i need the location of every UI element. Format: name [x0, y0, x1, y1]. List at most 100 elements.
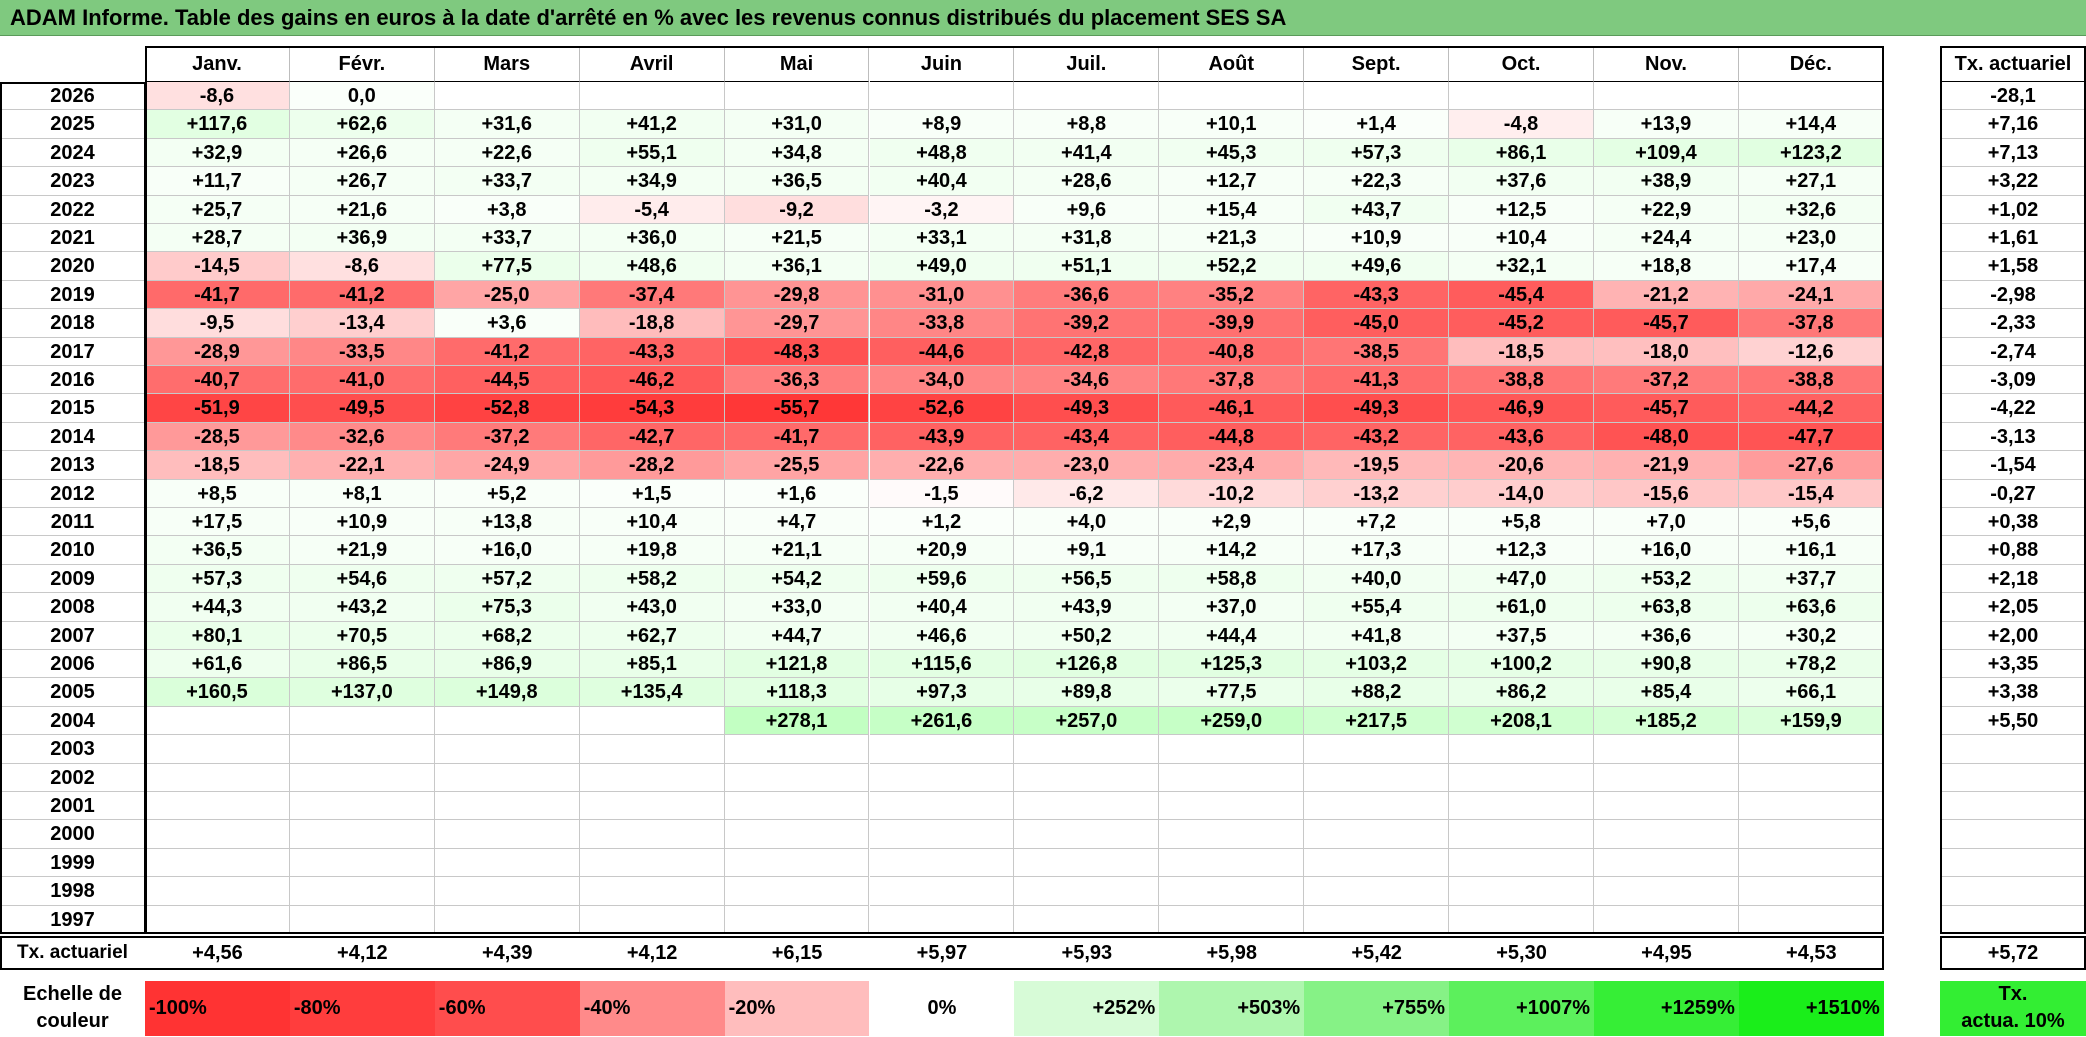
data-cell: -22,1 — [289, 451, 435, 480]
data-cell — [289, 905, 435, 934]
year-label: 2015 — [0, 394, 145, 423]
data-cell: +70,5 — [289, 621, 435, 650]
data-cell — [434, 905, 580, 934]
scale-tx-line2: actua. 10% — [1961, 1010, 2065, 1032]
data-cell: +85,1 — [579, 650, 725, 679]
data-cell: +8,9 — [869, 110, 1015, 139]
data-cell: +77,5 — [434, 252, 580, 281]
data-cell: +86,1 — [1449, 138, 1594, 168]
data-cell — [434, 82, 580, 111]
data-cell — [1304, 82, 1450, 111]
data-cell: +23,0 — [1738, 224, 1884, 253]
data-cell — [1014, 792, 1160, 821]
year-label: 2006 — [0, 650, 145, 679]
data-cell: +36,5 — [724, 167, 870, 196]
data-cell: -40,8 — [1159, 337, 1305, 366]
page-title: ADAM Informe. Table des gains en euros à… — [0, 0, 2086, 36]
data-cell — [1304, 905, 1450, 934]
data-cell — [579, 905, 725, 934]
row-tx-actuariel — [1940, 877, 2086, 906]
data-cell: -37,8 — [1159, 366, 1305, 395]
data-cell: +57,2 — [434, 564, 580, 594]
data-cell: -23,4 — [1159, 451, 1305, 480]
data-cell: -27,6 — [1738, 451, 1884, 480]
data-cell — [1304, 792, 1450, 821]
data-cell: +28,6 — [1014, 167, 1160, 196]
data-cell: -28,2 — [579, 451, 725, 480]
data-cell — [434, 877, 580, 906]
data-cell: +41,4 — [1014, 138, 1160, 168]
data-cell: -43,2 — [1304, 422, 1450, 452]
data-cell: +90,8 — [1594, 650, 1739, 679]
data-cell: +89,8 — [1014, 678, 1160, 707]
data-cell: +37,6 — [1449, 167, 1594, 196]
data-cell: -43,3 — [579, 337, 725, 366]
data-cell: +22,9 — [1594, 195, 1739, 224]
data-cell: +40,4 — [869, 593, 1015, 622]
year-label: 2023 — [0, 167, 145, 196]
data-cell: -23,0 — [1014, 451, 1160, 480]
data-cell: +31,0 — [724, 110, 870, 139]
data-cell: +19,8 — [579, 536, 725, 565]
data-cell: +21,5 — [724, 224, 870, 253]
data-cell: -52,6 — [869, 394, 1015, 423]
data-cell — [1738, 820, 1884, 849]
data-cell: +115,6 — [869, 650, 1015, 679]
data-cell: +41,8 — [1304, 621, 1450, 650]
month-header: Juin — [869, 46, 1015, 82]
data-cell: -39,9 — [1159, 309, 1305, 338]
row-tx-actuariel: +1,61 — [1940, 224, 2086, 253]
data-cell: +43,2 — [289, 593, 435, 622]
data-cell: +32,6 — [1738, 195, 1884, 224]
footer-value: +4,12 — [337, 942, 388, 964]
footer-value: +5,93 — [1061, 942, 1113, 964]
data-cell: +7,0 — [1594, 508, 1739, 537]
data-cell — [724, 877, 870, 906]
data-cell: -4,8 — [1449, 110, 1594, 139]
data-cell: -28,9 — [145, 337, 290, 366]
row-tx-actuariel — [1940, 849, 2086, 878]
data-cell — [869, 82, 1015, 111]
scale-step: -60% — [434, 981, 580, 1036]
data-cell — [434, 735, 580, 764]
data-cell: -55,7 — [724, 394, 870, 423]
row-tx-actuariel: -2,33 — [1940, 309, 2086, 338]
row-tx-actuariel — [1940, 820, 2086, 849]
data-cell: +21,9 — [289, 536, 435, 565]
year-label: 2010 — [0, 536, 145, 565]
data-cell: +43,0 — [579, 593, 725, 622]
data-cell: +13,9 — [1594, 110, 1739, 139]
data-cell: -12,6 — [1738, 337, 1884, 366]
data-cell: +63,8 — [1594, 593, 1739, 622]
footer-total: +5,72 — [1987, 942, 2039, 964]
data-cell — [1738, 763, 1884, 792]
data-cell — [1014, 905, 1160, 934]
year-label: 2012 — [0, 480, 145, 508]
data-cell: +34,8 — [724, 138, 870, 168]
data-cell: -42,7 — [579, 422, 725, 452]
data-cell: -36,3 — [724, 366, 870, 395]
data-cell: +5,6 — [1738, 508, 1884, 537]
data-cell: +37,0 — [1159, 593, 1305, 622]
data-cell: +123,2 — [1738, 138, 1884, 168]
data-cell — [1014, 763, 1160, 792]
row-tx-actuariel: -3,13 — [1940, 423, 2086, 452]
data-cell — [1159, 848, 1305, 878]
data-cell — [869, 877, 1015, 906]
data-cell: +12,7 — [1159, 167, 1305, 196]
data-cell: +10,9 — [289, 508, 435, 537]
data-cell — [724, 82, 870, 111]
data-cell: +9,6 — [1014, 195, 1160, 224]
data-cell — [1159, 877, 1305, 906]
data-cell — [1159, 82, 1305, 111]
data-cell — [869, 792, 1015, 821]
data-cell: +5,8 — [1449, 508, 1594, 537]
data-cell: -41,2 — [434, 337, 580, 366]
data-cell: +59,6 — [869, 564, 1015, 594]
data-cell: +40,4 — [869, 167, 1015, 196]
data-cell — [1594, 905, 1739, 934]
data-cell — [1014, 877, 1160, 906]
data-cell: -20,6 — [1449, 451, 1594, 480]
data-cell: +57,3 — [1304, 138, 1450, 168]
data-cell — [579, 706, 725, 736]
